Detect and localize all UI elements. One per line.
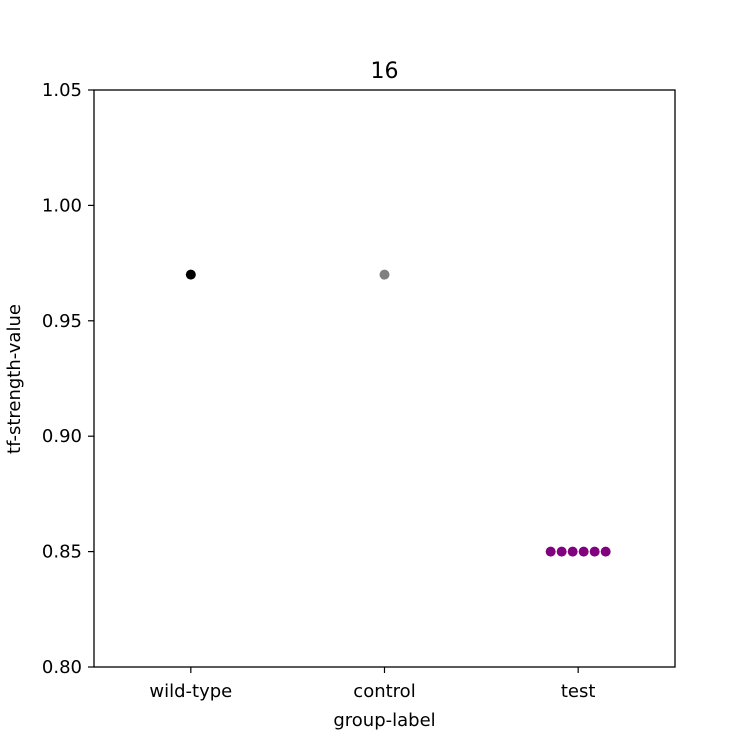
plot-frame — [93, 89, 676, 668]
data-point-wild-type — [185, 269, 196, 280]
data-point-test — [567, 546, 578, 557]
y-axis: 0.80 0.85 0.90 0.95 1.00 1.05 — [42, 80, 94, 678]
x-axis: wild-type control test — [149, 667, 595, 702]
chart-title: 16 — [371, 59, 399, 84]
data-points — [185, 269, 611, 557]
y-axis-title: tf-strength-value — [4, 304, 25, 454]
y-tick-label: 0.95 — [42, 311, 82, 332]
x-tick-label: wild-type — [149, 681, 232, 702]
x-tick-label: control — [353, 681, 415, 702]
data-point-test — [578, 546, 589, 557]
y-tick-label: 0.90 — [42, 426, 82, 447]
data-point-control — [379, 269, 390, 280]
data-point-test — [556, 546, 567, 557]
y-tick-label: 1.05 — [42, 80, 82, 101]
y-tick-label: 0.80 — [42, 657, 82, 678]
y-tick-label: 1.00 — [42, 195, 82, 216]
data-point-test — [600, 546, 611, 557]
x-tick-label: test — [561, 681, 596, 702]
data-point-test — [589, 546, 600, 557]
x-axis-title: group-label — [333, 710, 435, 731]
y-tick-label: 0.85 — [42, 542, 82, 563]
data-point-test — [545, 546, 556, 557]
